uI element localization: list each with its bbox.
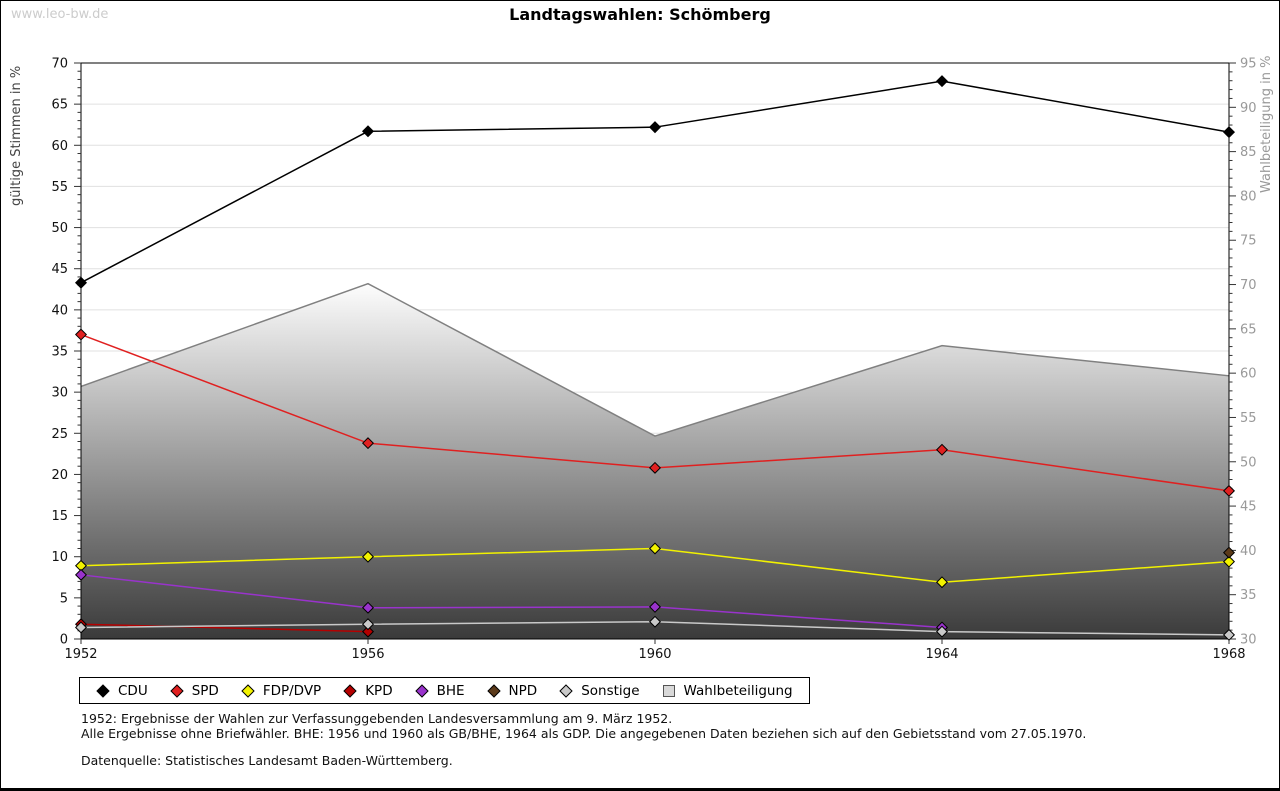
npd-diamond-icon [486, 683, 501, 698]
legend-label-bhe: BHE [436, 682, 465, 699]
legend-label-fdp-dvp: FDP/DVP [262, 682, 322, 699]
series-spd [74, 328, 1236, 497]
svg-text:30: 30 [1240, 633, 1257, 648]
svg-text:10: 10 [51, 550, 68, 565]
svg-text:15: 15 [51, 509, 68, 524]
kpd-diamond-icon [343, 683, 357, 698]
legend-item-wahlbeteiligung: Wahlbeteiligung [662, 683, 793, 699]
bhe-diamond-icon [414, 683, 429, 698]
series-wahlbeteiligung-area [80, 282, 1230, 639]
svg-text:50: 50 [51, 221, 68, 236]
svg-text:75: 75 [1240, 234, 1257, 249]
site-watermark: www.leo-bw.de [11, 7, 109, 22]
svg-text:60: 60 [51, 139, 68, 154]
svg-text:0: 0 [60, 633, 68, 648]
svg-text:1964: 1964 [925, 647, 958, 662]
svg-text:85: 85 [1240, 145, 1257, 160]
cdu-diamond-icon [96, 683, 110, 698]
svg-text:5: 5 [60, 591, 68, 606]
legend: CDU SPD FDP/DVP KPD BHE NPD Sonstige Wahlbeteil… [79, 677, 810, 704]
svg-text:60: 60 [1240, 367, 1257, 382]
data-source-note: Datenquelle: Statistisches Landesamt Bad… [81, 753, 453, 768]
svg-text:45: 45 [51, 262, 68, 277]
svg-text:90: 90 [1240, 101, 1257, 116]
legend-label-spd: SPD [191, 682, 219, 699]
svg-text:1956: 1956 [351, 647, 384, 662]
spd-diamond-icon [169, 683, 184, 698]
footnote-line-2: Alle Ergebnisse ohne Briefwähler. BHE: 1… [81, 725, 1087, 741]
series-sonstige [74, 615, 1236, 641]
legend-item-spd: SPD [169, 682, 219, 699]
legend-label-wahlbeteiligung: Wahlbeteiligung [683, 682, 793, 699]
legend-item-kpd: KPD [343, 682, 393, 699]
fdp-dvp-diamond-icon [241, 683, 255, 698]
legend-label-npd: NPD [508, 682, 538, 699]
series-fdp-dvp [74, 542, 1236, 589]
footnotes: 1952: Ergebnisse der Wahlen zur Verfassu… [81, 711, 1087, 769]
svg-text:50: 50 [1240, 455, 1257, 470]
svg-text:1952: 1952 [64, 647, 97, 662]
legend-item-npd: NPD [486, 682, 538, 699]
svg-text:65: 65 [1240, 322, 1257, 337]
svg-text:25: 25 [51, 427, 68, 442]
svg-text:1960: 1960 [638, 647, 671, 662]
svg-text:40: 40 [1240, 544, 1257, 559]
right-axis: 30 35 40 45 50 55 60 65 70 75 80 85 90 95 [1229, 57, 1257, 648]
svg-text:1968: 1968 [1212, 647, 1245, 662]
legend-item-cdu: CDU [96, 683, 148, 699]
svg-text:20: 20 [51, 468, 68, 483]
x-axis: 1952 1956 1960 1964 1968 [64, 639, 1246, 662]
legend-item-fdp-dvp: FDP/DVP [241, 683, 321, 699]
election-chart: 0 5 10 15 20 25 30 35 40 45 50 55 60 65 70 30 35 40 45 50 55… [9, 56, 1274, 662]
series-npd [1222, 546, 1236, 559]
svg-text:35: 35 [1240, 588, 1257, 603]
svg-text:55: 55 [51, 180, 68, 195]
series-cdu [74, 75, 1236, 289]
legend-item-bhe: BHE [414, 682, 465, 699]
svg-text:35: 35 [51, 345, 68, 360]
legend-label-kpd: KPD [365, 682, 393, 699]
svg-text:70: 70 [51, 57, 68, 72]
svg-text:45: 45 [1240, 500, 1257, 515]
right-axis-title: Wahlbeteiligung in % [1259, 56, 1274, 193]
sonstige-diamond-icon [559, 683, 573, 698]
svg-text:55: 55 [1240, 411, 1257, 426]
svg-text:70: 70 [1240, 278, 1257, 293]
legend-label-sonstige: Sonstige [581, 682, 640, 699]
svg-text:30: 30 [51, 386, 68, 401]
svg-text:95: 95 [1240, 57, 1257, 72]
footnote-line-1: 1952: Ergebnisse der Wahlen zur Verfassu… [81, 711, 673, 726]
svg-text:65: 65 [51, 98, 68, 113]
svg-text:40: 40 [51, 303, 68, 318]
legend-label-cdu: CDU [118, 682, 148, 699]
legend-item-sonstige: Sonstige [559, 682, 640, 699]
left-axis-title: gültige Stimmen in % [9, 66, 24, 206]
svg-text:80: 80 [1240, 189, 1257, 204]
wahlbeteiligung-square-icon [662, 684, 675, 697]
chart-title: Landtagswahlen: Schömberg [509, 5, 771, 24]
left-axis: 0 5 10 15 20 25 30 35 40 45 50 55 60 65 70 [51, 57, 81, 648]
